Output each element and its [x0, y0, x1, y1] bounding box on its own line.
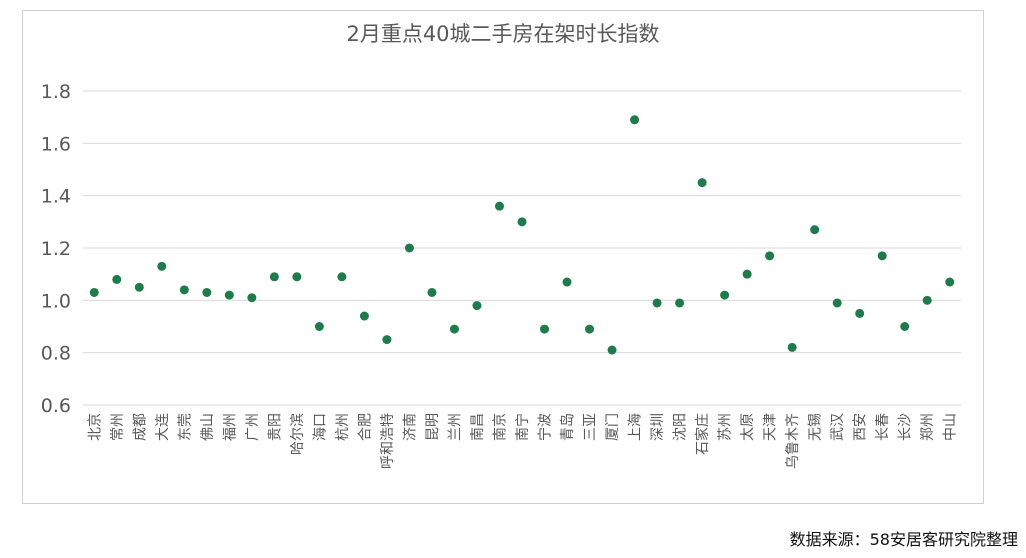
x-tick-label: 合肥 [357, 413, 373, 441]
data-point [337, 272, 347, 282]
x-tick-label: 厦门 [605, 413, 621, 441]
data-point [382, 335, 392, 345]
x-tick-label: 天津 [763, 413, 779, 441]
data-point [607, 345, 617, 355]
x-tick-label: 中山 [943, 413, 959, 441]
data-point [900, 322, 910, 331]
x-tick-label: 石家庄 [694, 413, 711, 455]
data-point [675, 298, 685, 308]
data-point [630, 115, 640, 125]
x-tick-label: 大连 [155, 413, 171, 441]
scatter-chart: 2月重点40城二手房在架时长指数 0.6 0.8 1.0 1.2 1.4 1.6 1.8 北… [41, 22, 961, 469]
x-tick-label: 兰州 [447, 413, 463, 441]
chart-title: 2月重点40城二手房在架时长指数 [346, 22, 659, 46]
x-tick-label: 佛山 [200, 413, 216, 441]
x-tick-label: 西安 [853, 413, 869, 441]
data-point [652, 298, 662, 308]
data-point [517, 217, 527, 227]
data-point [292, 272, 302, 282]
data-point [89, 287, 99, 297]
data-point [314, 322, 324, 331]
data-point [472, 301, 482, 311]
data-points [89, 115, 955, 355]
x-tick-label: 武汉 [830, 413, 846, 441]
data-point [179, 285, 189, 295]
x-tick-label: 福州 [222, 413, 238, 441]
data-point [945, 277, 955, 287]
data-point [765, 251, 775, 261]
x-tick-label: 沈阳 [673, 413, 689, 441]
y-tick-label: 1.8 [41, 81, 71, 103]
y-tick-label: 1.4 [41, 186, 71, 208]
data-point [720, 290, 730, 300]
data-point [787, 342, 797, 352]
y-tick-label: 1.2 [41, 238, 71, 260]
data-point [269, 272, 279, 282]
x-tick-label: 南宁 [514, 413, 531, 441]
data-point [359, 311, 369, 321]
y-axis-ticks: 0.6 0.8 1.0 1.2 1.4 1.6 1.8 [41, 81, 71, 417]
x-tick-label: 成都 [132, 413, 148, 441]
grid-lines [83, 90, 961, 406]
x-tick-label: 无锡 [808, 413, 824, 441]
x-tick-label: 深圳 [650, 413, 666, 441]
x-tick-label: 乌鲁木齐 [785, 413, 801, 469]
x-tick-label: 三亚 [583, 413, 599, 441]
data-point [494, 201, 504, 211]
data-point [157, 261, 167, 271]
x-tick-label: 南京 [492, 413, 508, 441]
data-point [585, 324, 595, 334]
x-tick-label: 青岛 [560, 413, 576, 441]
x-tick-label: 郑州 [920, 413, 936, 441]
data-point [224, 290, 234, 300]
x-tick-label: 哈尔滨 [290, 413, 306, 455]
data-point [810, 225, 820, 235]
chart-frame: 2月重点40城二手房在架时长指数 0.6 0.8 1.0 1.2 1.4 1.6 1.8 北… [22, 10, 984, 504]
data-point [697, 178, 707, 188]
x-tick-label: 北京 [87, 413, 103, 441]
data-point [449, 324, 459, 334]
x-tick-label: 贵阳 [267, 413, 283, 441]
x-tick-label: 太原 [740, 413, 756, 441]
data-point [247, 293, 257, 303]
x-tick-label: 广州 [245, 413, 261, 441]
data-point [427, 287, 437, 297]
data-point [404, 243, 414, 253]
data-point [922, 295, 932, 305]
y-tick-label: 0.6 [41, 395, 71, 417]
x-tick-label: 东莞 [177, 413, 193, 441]
data-point [134, 282, 144, 292]
y-tick-label: 0.8 [41, 343, 71, 365]
y-tick-label: 1.6 [41, 133, 71, 155]
x-tick-label: 济南 [402, 413, 418, 441]
x-tick-label: 杭州 [335, 413, 351, 441]
data-point [742, 269, 752, 279]
data-point [877, 251, 887, 261]
data-point [832, 298, 842, 308]
data-point [540, 324, 550, 334]
x-tick-label: 长春 [875, 413, 891, 441]
x-tick-label: 常州 [110, 413, 126, 441]
x-axis-ticks: 北京 常州 成都 大连 东莞 佛山 福州 广州 贵阳 哈尔滨 海口 杭州 合肥 呼和浩特 济南 昆明 兰州 南昌南… [87, 413, 958, 469]
x-tick-label: 呼和浩特 [380, 413, 396, 469]
x-tick-label: 长沙 [898, 413, 914, 441]
x-tick-label: 上海 [628, 413, 644, 441]
x-tick-label: 昆明 [425, 413, 441, 441]
source-note: 数据来源：58安居客研究院整理 [789, 530, 1018, 549]
x-tick-label: 南昌 [470, 413, 486, 441]
x-tick-label: 海口 [312, 413, 328, 441]
data-point [562, 277, 572, 287]
data-point [855, 308, 865, 318]
y-tick-label: 1.0 [41, 290, 71, 312]
x-tick-label: 宁波 [537, 413, 554, 441]
data-point [202, 287, 212, 297]
x-tick-label: 苏州 [718, 413, 734, 441]
data-point [112, 274, 122, 284]
